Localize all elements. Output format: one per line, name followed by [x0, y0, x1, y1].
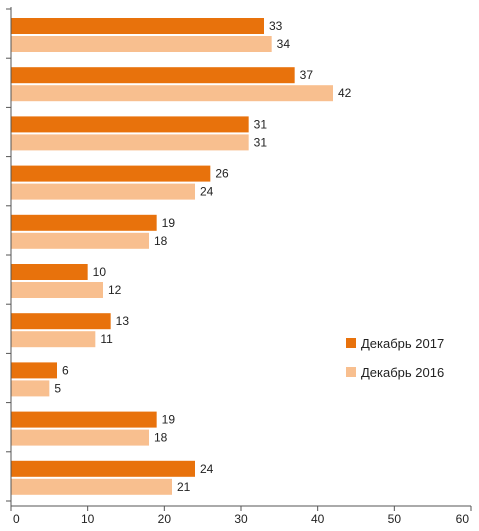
- x-tick-label: 10: [81, 512, 95, 526]
- x-tick-label: 60: [456, 512, 470, 526]
- x-tick-label: 20: [158, 512, 172, 526]
- bar-series-2-category-5: [11, 232, 149, 249]
- bar-series-2-category-10: [11, 478, 172, 495]
- data-label-series-2-category-10: 21: [177, 480, 191, 494]
- bar-series-1-category-8: [11, 362, 57, 379]
- bar-series-2-category-3: [11, 134, 249, 151]
- bar-series-1-category-1: [11, 18, 264, 34]
- data-label-series-2-category-1: 34: [277, 37, 291, 51]
- legend-swatch-series-1: [346, 338, 356, 348]
- bar-series-1-category-6: [11, 264, 88, 280]
- data-label-series-2-category-8: 5: [54, 381, 61, 395]
- legend-label-series-1: Декабрь 2017: [361, 335, 445, 351]
- data-label-series-1-category-2: 37: [300, 68, 314, 82]
- x-tick-label: 40: [311, 512, 325, 526]
- data-label-series-1-category-5: 19: [162, 216, 176, 230]
- legend-label-series-2: Декабрь 2016: [361, 364, 445, 380]
- bar-series-2-category-2: [11, 85, 333, 102]
- data-label-series-1-category-9: 19: [162, 413, 176, 427]
- bar-series-1-category-9: [11, 411, 157, 428]
- x-tick-label: 0: [13, 512, 20, 526]
- legend-swatch-series-2: [346, 367, 356, 377]
- bar-series-1-category-4: [11, 165, 211, 182]
- legend-item-series-2: Декабрь 2016: [346, 363, 444, 381]
- data-label-series-1-category-8: 6: [62, 363, 69, 377]
- data-label-series-1-category-10: 24: [200, 462, 214, 476]
- data-label-series-2-category-5: 18: [154, 234, 168, 248]
- bar-series-2-category-1: [11, 36, 272, 52]
- data-label-series-2-category-2: 42: [338, 86, 352, 100]
- bar-series-2-category-6: [11, 282, 103, 298]
- bar-series-1-category-5: [11, 214, 157, 231]
- data-label-series-2-category-9: 18: [154, 431, 168, 445]
- x-tick-label: 50: [388, 512, 402, 526]
- bar-series-1-category-7: [11, 313, 111, 330]
- data-label-series-1-category-6: 10: [93, 265, 107, 279]
- bar-series-2-category-9: [11, 429, 149, 446]
- data-label-series-2-category-6: 12: [108, 283, 122, 297]
- data-label-series-2-category-3: 31: [254, 135, 268, 149]
- bar-series-1-category-3: [11, 116, 249, 133]
- data-label-series-2-category-7: 11: [100, 332, 113, 346]
- x-tick-label: 30: [234, 512, 248, 526]
- chart-legend: Декабрь 2017 Декабрь 2016: [346, 334, 444, 392]
- data-label-series-1-category-3: 31: [254, 117, 268, 131]
- data-label-series-1-category-1: 33: [269, 19, 283, 33]
- data-label-series-1-category-7: 13: [116, 314, 130, 328]
- bar-series-2-category-8: [11, 380, 50, 397]
- data-label-series-2-category-4: 24: [200, 185, 214, 199]
- bar-series-2-category-7: [11, 331, 96, 348]
- bar-series-1-category-10: [11, 460, 195, 477]
- bar-series-1-category-2: [11, 67, 295, 84]
- legend-item-series-1: Декабрь 2017: [346, 334, 444, 352]
- data-label-series-1-category-4: 26: [215, 167, 229, 181]
- bar-series-2-category-4: [11, 183, 195, 200]
